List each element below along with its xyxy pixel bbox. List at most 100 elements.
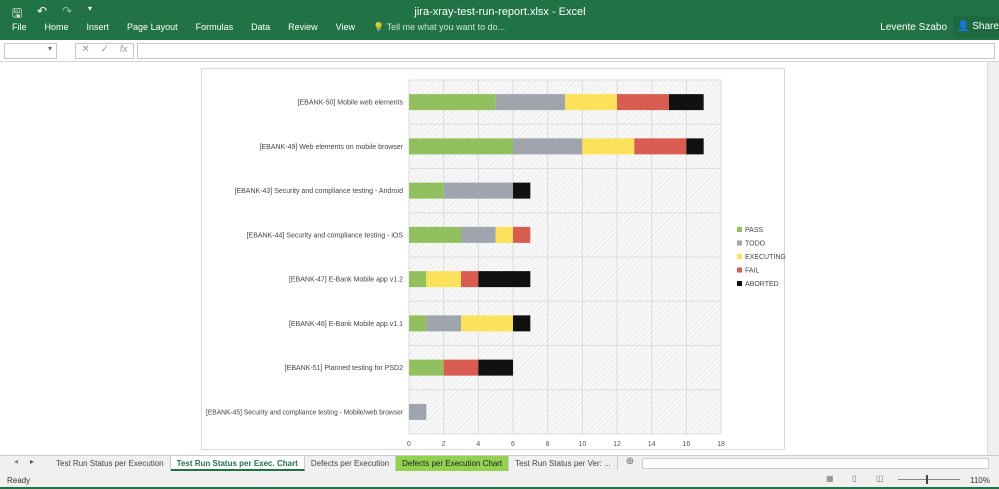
bar-segment-pass <box>409 182 444 199</box>
bar-segment-pass <box>409 315 427 332</box>
chart[interactable]: 0 2 4 6 8 10 12 14 16 18 [EBANK-50] Mobile web ele… <box>201 68 786 450</box>
legend-swatch-todo <box>737 240 742 246</box>
category-label: [EBANK-45] Security and compliance testi… <box>206 409 404 416</box>
bar-segment-aborted <box>513 315 531 332</box>
legend-swatch-aborted <box>737 281 742 286</box>
redo-icon[interactable]: ↷ <box>62 4 73 18</box>
share-label: Share <box>972 21 999 32</box>
x-tick-label: 8 <box>546 441 550 448</box>
insert-function-icon[interactable]: fx <box>119 44 128 55</box>
x-tick-label: 4 <box>476 441 480 448</box>
save-icon[interactable]: 🖫 <box>12 6 23 20</box>
bar-segment-executing <box>565 94 617 111</box>
sheet-tab[interactable]: Test Run Status per Exec. Chart <box>170 456 305 471</box>
lightbulb-icon: 💡 <box>373 22 385 32</box>
x-tick-label: 0 <box>407 441 411 448</box>
page-break-view-icon[interactable]: ◫ <box>876 474 884 483</box>
zoom-slider[interactable] <box>898 475 960 484</box>
bar-segment-aborted <box>513 182 531 199</box>
bar-segment-aborted <box>669 94 704 111</box>
category-label: [EBANK-44] Security and compliance testi… <box>247 232 404 239</box>
bar-segment-aborted <box>478 271 531 288</box>
tell-me-search[interactable]: 💡 Tell me what you want to do... <box>373 22 505 33</box>
legend-label: EXECUTING <box>745 254 786 261</box>
ribbon-tab-review[interactable]: Review <box>288 22 318 32</box>
bar-segment-todo <box>443 182 513 199</box>
new-sheet-icon[interactable]: ⊕ <box>625 456 635 467</box>
cancel-icon[interactable]: ✕ <box>81 44 90 55</box>
category-label: [EBANK-49] Web elements on mobile browse… <box>260 144 404 151</box>
customize-qat-icon[interactable]: ▾ <box>88 4 93 13</box>
x-tick-label: 16 <box>682 441 690 448</box>
tell-me-text: Tell me what you want to do... <box>386 22 506 32</box>
prev-sheet-icon[interactable]: ◂ <box>14 457 19 466</box>
category-label: [EBANK-51] Planned testing for PSD2 <box>285 365 403 372</box>
zoom-slider-thumb[interactable] <box>926 475 928 484</box>
ribbon-tabs: File Home Insert Page Layout Formulas Data Rev… <box>12 22 505 33</box>
user-name[interactable]: Levente Szabo <box>880 22 947 33</box>
sheet-tab[interactable]: Test Run Status per Ver: ... <box>509 456 618 471</box>
name-box[interactable]: ▾ <box>4 43 57 59</box>
bar-segment-pass <box>409 94 496 111</box>
x-tick-label: 14 <box>648 441 656 448</box>
zoom-level[interactable]: 110% <box>970 476 990 485</box>
formula-input[interactable] <box>137 43 995 59</box>
sheet-tab[interactable]: Test Run Status per Execution <box>50 456 171 471</box>
horizontal-scrollbar[interactable] <box>642 458 989 469</box>
category-label: [EBANK-47] E-Bank Mobile app v1.2 <box>289 277 403 284</box>
bar-segment-executing <box>495 226 513 243</box>
legend-label: PASS <box>745 227 763 234</box>
bar-segment-fail <box>617 94 669 111</box>
category-label: [EBANK-50] Mobile web elements <box>298 100 404 107</box>
ribbon-tab-view[interactable]: View <box>335 22 355 32</box>
enter-icon[interactable]: ✓ <box>100 44 109 55</box>
legend-swatch-fail <box>737 267 742 273</box>
bar-segment-executing <box>582 138 635 155</box>
bar-segment-executing <box>426 271 461 288</box>
legend-label: FAIL <box>745 268 760 275</box>
bar-segment-todo <box>495 94 565 111</box>
sheet-tab[interactable]: Defects per Execution <box>305 456 397 471</box>
ribbon-tab-insert[interactable]: Insert <box>86 22 110 32</box>
bar-segment-pass <box>409 359 444 376</box>
bar-segment-aborted <box>686 138 704 155</box>
x-tick-label: 6 <box>511 441 515 448</box>
bar-segment-pass <box>409 138 513 155</box>
ribbon-tab-home[interactable]: Home <box>44 22 69 32</box>
next-sheet-icon[interactable]: ▸ <box>30 457 35 466</box>
bar-segment-aborted <box>478 359 513 376</box>
ribbon-tab-formulas[interactable]: Formulas <box>195 22 234 32</box>
legend-label: TODO <box>745 241 766 248</box>
ribbon-tab-data[interactable]: Data <box>251 22 271 32</box>
legend-label: ABORTED <box>745 281 779 288</box>
window-title: jira-xray-test-run-report.xlsx - Excel <box>414 6 586 18</box>
undo-icon[interactable]: ↶ <box>37 4 48 18</box>
sheet-tabs-bar: ◂ ▸ Test Run Status per Execution Test Ru… <box>0 455 999 471</box>
x-tick-label: 18 <box>717 441 725 448</box>
bar-segment-fail <box>443 359 479 376</box>
status-ready: Ready <box>7 476 31 485</box>
vertical-scrollbar[interactable] <box>987 62 999 455</box>
normal-view-icon[interactable]: ▦ <box>826 474 834 483</box>
bar-segment-executing <box>461 315 513 332</box>
x-tick-label: 10 <box>578 441 586 448</box>
bar-segment-todo <box>409 403 427 420</box>
share-button[interactable]: 👤 Share <box>953 16 999 38</box>
bar-segment-todo <box>461 226 496 243</box>
bar-segment-fail <box>461 271 479 288</box>
category-label: [EBANK-43] Security and compliance testi… <box>235 188 404 195</box>
ribbon-tab-file[interactable]: File <box>12 22 27 32</box>
page-layout-view-icon[interactable]: ▯ <box>852 474 857 483</box>
share-icon: 👤 <box>957 21 970 32</box>
sheet-tab[interactable]: Defects per Execution Chart <box>396 456 510 471</box>
formula-bar: ▾ ✕ ✓ fx <box>0 40 999 62</box>
bar-segment-todo <box>513 138 583 155</box>
x-tick-label: 12 <box>613 441 621 448</box>
bar-segment-pass <box>409 271 427 288</box>
bar-segment-fail <box>513 226 531 243</box>
title-bar: 🖫 ↶ ↷ ▾ jira-xray-test-run-report.xlsx -… <box>0 0 999 40</box>
legend-swatch-pass <box>737 227 742 232</box>
legend-swatch-executing <box>737 254 742 259</box>
ribbon-tab-page-layout[interactable]: Page Layout <box>127 22 178 32</box>
bar-segment-todo <box>426 315 461 332</box>
